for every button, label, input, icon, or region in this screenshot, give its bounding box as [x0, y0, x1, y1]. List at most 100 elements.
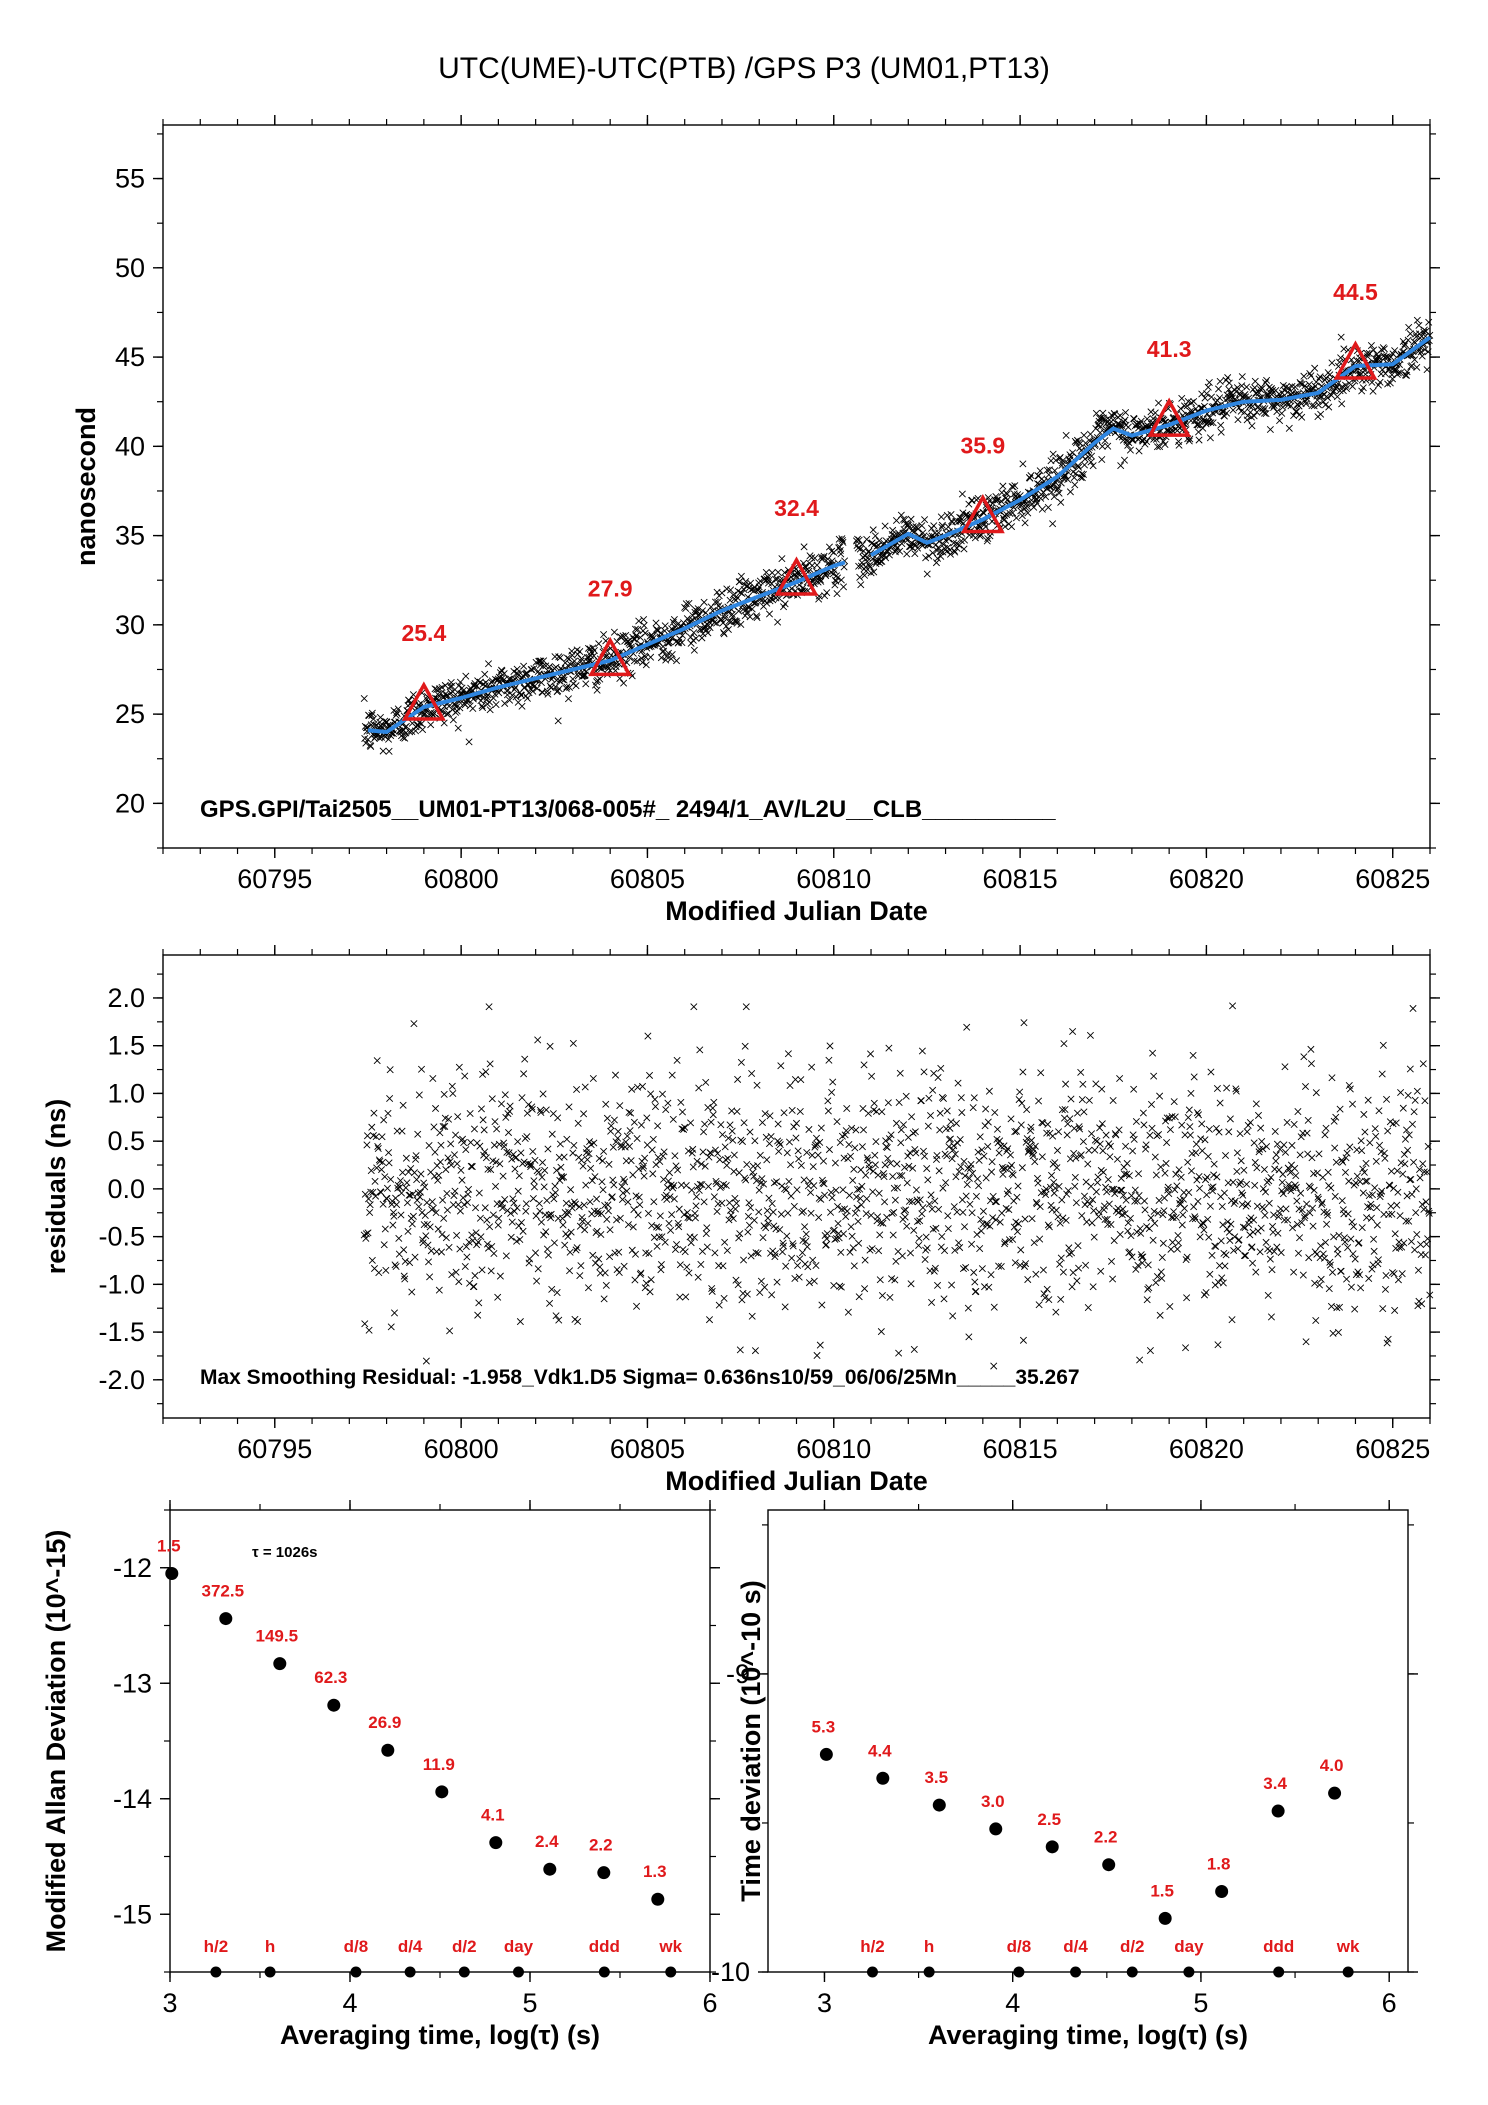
- residual-point: [1028, 1215, 1036, 1223]
- residual-point: [494, 1221, 502, 1229]
- residual-point: [669, 1184, 677, 1192]
- residual-point: [1278, 1178, 1286, 1186]
- residual-point: [1425, 1209, 1433, 1217]
- residual-point: [447, 1161, 455, 1169]
- residual-point: [1414, 1302, 1422, 1310]
- residual-point: [1091, 1146, 1099, 1154]
- residual-point: [1004, 1187, 1012, 1195]
- residual-point: [470, 1125, 478, 1133]
- residual-point: [1018, 1099, 1026, 1107]
- residual-point: [1238, 1189, 1246, 1197]
- residual-point: [1186, 1123, 1194, 1131]
- residual-point: [1012, 1127, 1020, 1135]
- residual-point: [536, 1207, 544, 1215]
- residual-point: [1177, 1173, 1185, 1181]
- residual-point: [380, 1116, 388, 1124]
- data-point: [1190, 397, 1198, 406]
- residual-point: [817, 1124, 825, 1132]
- residual-point: [955, 1168, 963, 1176]
- residual-point: [776, 1141, 784, 1149]
- residual-point: [921, 1152, 929, 1160]
- residual-point: [518, 1094, 526, 1102]
- residual-point: [574, 1317, 582, 1326]
- residual-point: [389, 1221, 397, 1229]
- panel-middle: 60795 60800 60805 60810 60815 60820 60825-2.0-…: [41, 945, 1440, 1496]
- residual-point: [360, 1231, 368, 1239]
- data-point: [1064, 475, 1072, 483]
- residual-point: [968, 1209, 976, 1217]
- residual-point: [1304, 1116, 1312, 1124]
- residual-point: [856, 1195, 864, 1203]
- residual-point: [502, 1113, 510, 1121]
- residual-point: [800, 1176, 808, 1184]
- data-point: [856, 573, 864, 581]
- residual-point: [876, 1231, 884, 1239]
- residual-point: [1368, 1191, 1377, 1199]
- data-point: [576, 648, 584, 656]
- residual-point: [1305, 1254, 1313, 1262]
- residual-point: [1054, 1213, 1062, 1221]
- residual-point: [779, 1239, 787, 1247]
- residual-point: [385, 1149, 393, 1157]
- residual-point: [892, 1257, 900, 1265]
- residual-point: [587, 1164, 595, 1172]
- data-point: [1285, 424, 1293, 432]
- residual-point: [378, 1133, 386, 1141]
- data-point: [678, 639, 686, 647]
- residual-point: [1104, 1176, 1112, 1184]
- residual-point: [397, 1189, 406, 1197]
- residual-point: [938, 1232, 946, 1240]
- residual-point: [1194, 1197, 1202, 1205]
- residual-point: [1043, 1285, 1051, 1293]
- residual-point: [950, 1203, 958, 1211]
- residual-point: [789, 1242, 797, 1250]
- residual-point: [1339, 1158, 1347, 1166]
- residual-point: [597, 1230, 605, 1239]
- residual-point: [782, 1262, 790, 1270]
- residual-point: [915, 1241, 923, 1249]
- residual-point: [984, 1142, 992, 1150]
- residual-point: [1161, 1169, 1169, 1177]
- residual-point: [1356, 1271, 1364, 1279]
- residual-point: [535, 1200, 543, 1208]
- residual-point: [995, 1149, 1003, 1157]
- tau-marker-dot: [264, 1966, 276, 1978]
- data-point: [1038, 505, 1046, 513]
- residual-point: [1042, 1185, 1050, 1193]
- residual-point: [961, 1223, 969, 1231]
- residual-point: [1254, 1111, 1263, 1119]
- residual-point: [1323, 1220, 1331, 1228]
- residual-point: [1068, 1283, 1076, 1291]
- residual-point: [528, 1103, 536, 1111]
- residual-point: [639, 1164, 647, 1172]
- residual-point: [851, 1209, 859, 1217]
- residual-point: [735, 1169, 743, 1177]
- residual-point: [781, 1185, 789, 1193]
- data-point: [1072, 470, 1080, 478]
- residual-point: [540, 1183, 548, 1191]
- residual-point: [652, 1161, 660, 1169]
- residual-point: [508, 1218, 516, 1226]
- residual-point: [751, 1137, 759, 1145]
- residual-point: [827, 1188, 835, 1196]
- residual-point: [1279, 1170, 1287, 1178]
- deviation-point: [219, 1612, 233, 1626]
- residual-point: [582, 1181, 590, 1189]
- residual-point: [1122, 1196, 1130, 1204]
- residual-point: [590, 1139, 598, 1147]
- residual-point: [993, 1125, 1002, 1133]
- residual-point: [471, 1272, 479, 1280]
- residual-point: [1071, 1173, 1079, 1181]
- data-point: [478, 702, 486, 710]
- residual-point: [365, 1326, 373, 1334]
- residual-point: [1334, 1328, 1342, 1336]
- residual-point: [530, 1177, 538, 1185]
- residual-point: [409, 1212, 417, 1220]
- residual-point: [1361, 1128, 1369, 1136]
- residual-point: [644, 1209, 652, 1217]
- residual-point: [794, 1147, 802, 1155]
- deviation-point: [489, 1836, 503, 1850]
- residual-point: [1307, 1060, 1315, 1068]
- residual-point: [771, 1249, 779, 1258]
- residual-point: [1079, 1080, 1087, 1088]
